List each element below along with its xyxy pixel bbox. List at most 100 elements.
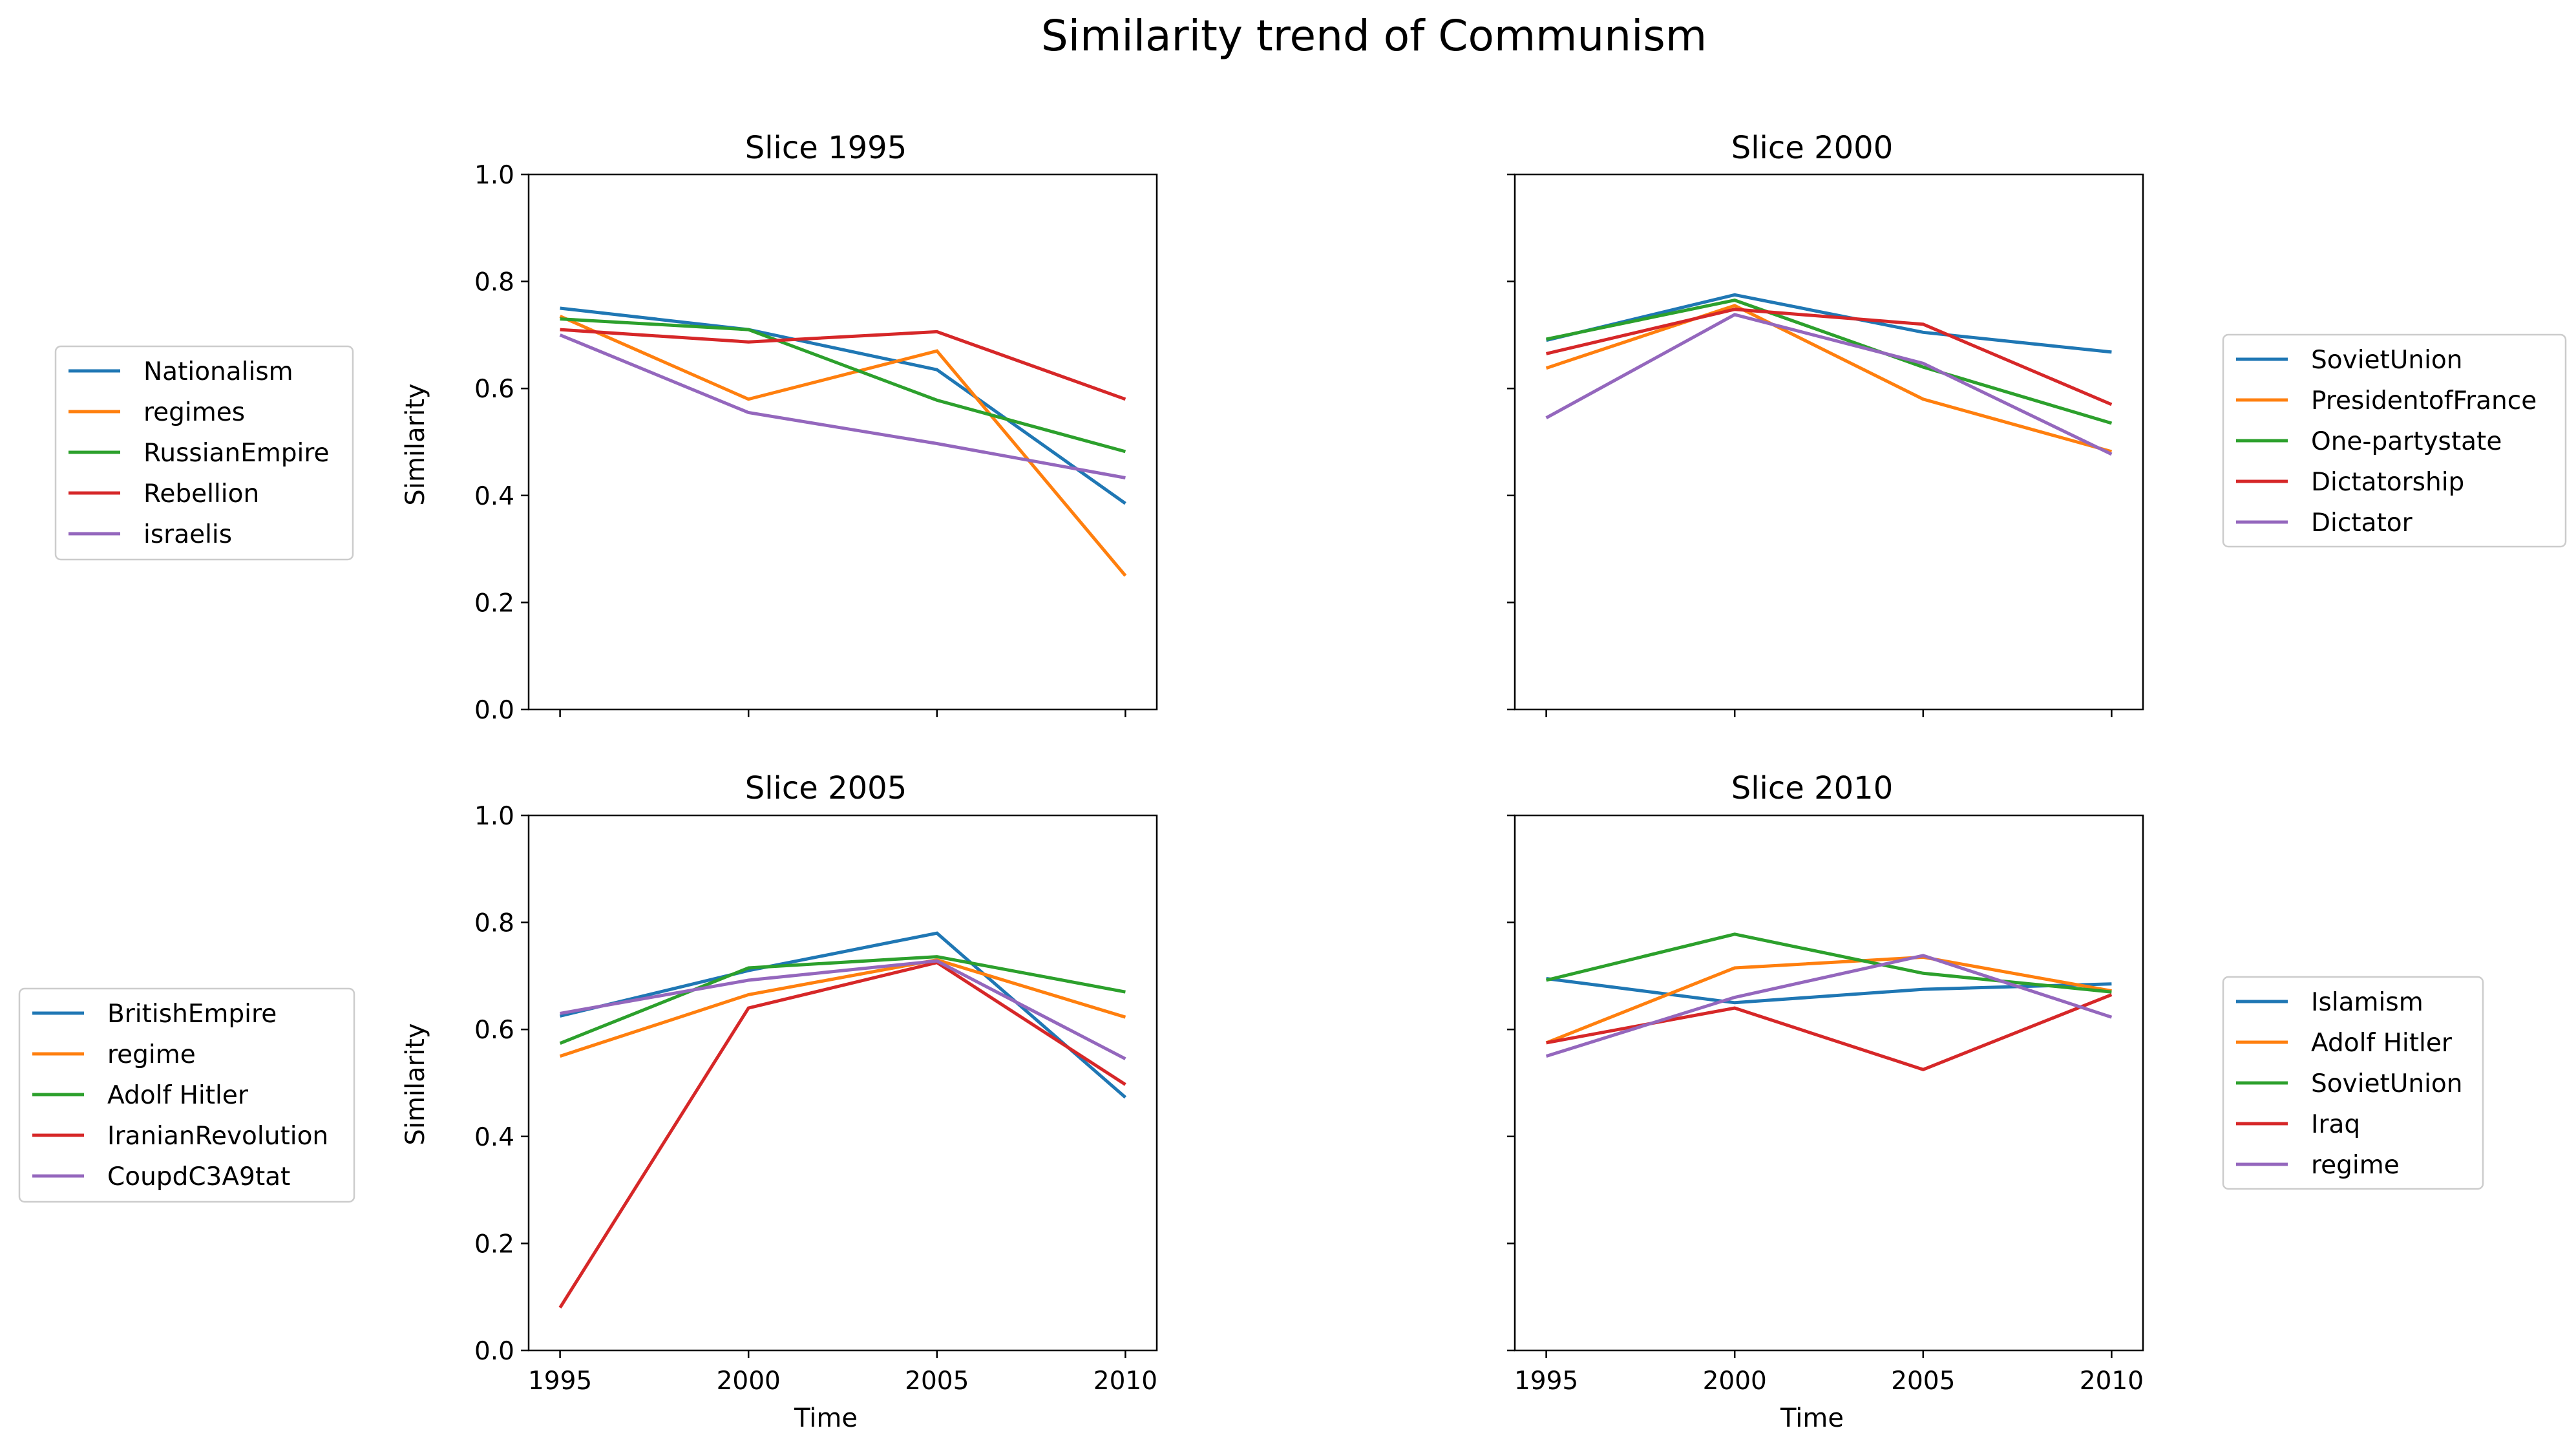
legend-label: Rebellion: [143, 479, 259, 509]
legend-label: regime: [107, 1040, 196, 1069]
x-tick-label: 1995: [528, 1367, 592, 1396]
legend-item: One-partystate: [2236, 427, 2502, 456]
series-line-2: [1545, 955, 2112, 1045]
series-line-2: [1545, 304, 2113, 454]
legend-box: [54, 345, 354, 561]
legend-item: Dictatorship: [2236, 468, 2464, 497]
y-tick-label: 0.4: [474, 1123, 514, 1152]
x-axis-label: Time: [1780, 1403, 1844, 1433]
legend: BritishEmpire regime Adolf Hitler IranianRe…: [18, 987, 355, 1203]
legend-label: Adolf Hitler: [2311, 1029, 2453, 1058]
legend-item: SovietUnion: [2236, 346, 2463, 375]
legend-box: [18, 987, 355, 1203]
legend-item: regime: [2236, 1151, 2400, 1180]
legend-label: israelis: [143, 520, 232, 549]
legend-item: Islamism: [2236, 988, 2423, 1017]
series-line-5: [1545, 313, 2113, 456]
x-tick-label: 2000: [717, 1367, 781, 1396]
legend-item: BritishEmpire: [32, 1000, 277, 1029]
x-tick-label: 1995: [1514, 1367, 1578, 1396]
x-tick-label: 2005: [1891, 1367, 1955, 1396]
series-line-4: [1546, 308, 2113, 406]
series-line-2: [559, 315, 1127, 577]
y-tick-label: 1.0: [474, 802, 514, 831]
legend-item: israelis: [69, 520, 232, 549]
series-line-3: [559, 955, 1126, 1045]
legend-label: PresidentofFrance: [2311, 386, 2537, 415]
legend-box: [2222, 333, 2567, 548]
y-tick-label: 1.0: [474, 161, 514, 190]
legend: Nationalism regimes RussianEmpire Rebellion…: [54, 345, 354, 561]
x-tick-label: 2010: [1093, 1367, 1157, 1396]
series-line-3: [1546, 932, 2112, 994]
x-tick-label: 2005: [905, 1367, 969, 1396]
legend-item: Iraq: [2236, 1110, 2360, 1139]
series-line-4: [558, 961, 1126, 1309]
series-line-4: [560, 328, 1126, 401]
series-line-5: [1545, 954, 2113, 1058]
y-tick-label: 0.8: [474, 268, 514, 297]
y-tick-label: 0.2: [474, 589, 514, 618]
y-tick-label: 0.4: [474, 482, 514, 511]
y-tick-label: 0.0: [474, 696, 514, 725]
series-line-5: [559, 333, 1126, 479]
legend-box: [2222, 976, 2484, 1190]
series-line-3: [1546, 299, 2113, 425]
x-tick-label: 2000: [1703, 1367, 1767, 1396]
subplot-slice-1995: Slice 1995 0.0 0.2 0.4 0.6 0.8 1.0 Nationalism…: [54, 130, 1158, 725]
figure-title: Similarity trend of Communism: [1041, 11, 1707, 61]
subplot-title: Slice 1995: [745, 130, 907, 166]
y-tick-label: 0.6: [474, 375, 514, 404]
series-line-1: [1546, 293, 2112, 354]
legend-item: IranianRevolution: [32, 1122, 328, 1151]
subplot-title: Slice 2005: [745, 770, 907, 806]
subplot-slice-2005: Slice 2005 0.0 0.2 0.4 0.6 0.8 1.0 1995 2000 200…: [18, 770, 1158, 1433]
legend-item: Adolf Hitler: [2236, 1029, 2453, 1058]
y-axis-label: Similarity: [401, 383, 430, 505]
y-tick-label: 0.2: [474, 1230, 514, 1259]
legend-item: regime: [32, 1040, 196, 1069]
legend-label: Adolf Hitler: [107, 1081, 249, 1110]
subplot-title: Slice 2000: [1731, 130, 1893, 166]
axes-frame: [1514, 814, 2144, 1352]
legend-item: Adolf Hitler: [32, 1081, 249, 1110]
legend-item: Rebellion: [69, 479, 259, 509]
legend-label: RussianEmpire: [143, 439, 330, 468]
series-line-1: [560, 931, 1127, 1099]
series-line-3: [560, 317, 1126, 454]
legend-item: Nationalism: [69, 357, 293, 386]
legend-label: Nationalism: [143, 357, 293, 386]
legend-label: IranianRevolution: [107, 1122, 328, 1151]
x-axis-label: Time: [794, 1403, 858, 1433]
legend-item: regimes: [69, 398, 245, 427]
series-line-1: [560, 306, 1126, 505]
subplot-title: Slice 2010: [1731, 770, 1893, 806]
y-tick-label: 0.8: [474, 909, 514, 938]
legend-item: RussianEmpire: [69, 439, 330, 468]
legend-label: Iraq: [2311, 1110, 2360, 1139]
legend-label: regime: [2311, 1151, 2400, 1180]
axes-frame: [527, 814, 1158, 1352]
x-tick-label: 2010: [2080, 1367, 2144, 1396]
legend-label: One-partystate: [2311, 427, 2502, 456]
legend-label: CoupdC3A9tat: [107, 1162, 290, 1191]
subplot-slice-2010: Slice 2010 1995 2000 2005 2010 Islamism Adolf…: [1507, 770, 2484, 1433]
legend: Islamism Adolf Hitler SovietUnion Iraq regim…: [2222, 976, 2484, 1190]
legend-item: CoupdC3A9tat: [32, 1162, 290, 1191]
legend-label: SovietUnion: [2311, 346, 2463, 375]
legend-label: regimes: [143, 398, 245, 427]
legend-label: Dictatorship: [2311, 468, 2464, 497]
legend-label: BritishEmpire: [107, 1000, 277, 1029]
legend: SovietUnion PresidentofFrance One-partysta…: [2222, 333, 2567, 548]
series-line-2: [559, 958, 1126, 1058]
y-axis-label: Similarity: [401, 1023, 430, 1145]
y-tick-label: 0.6: [474, 1016, 514, 1045]
y-tick-label: 0.0: [474, 1337, 514, 1366]
series-line-5: [560, 959, 1126, 1060]
legend-label: Dictator: [2311, 509, 2413, 538]
subplot-slice-2000: Slice 2000 SovietUnion PresidentofFrance O…: [1507, 130, 2567, 717]
legend-label: Islamism: [2311, 988, 2423, 1017]
legend-label: SovietUnion: [2311, 1069, 2463, 1098]
